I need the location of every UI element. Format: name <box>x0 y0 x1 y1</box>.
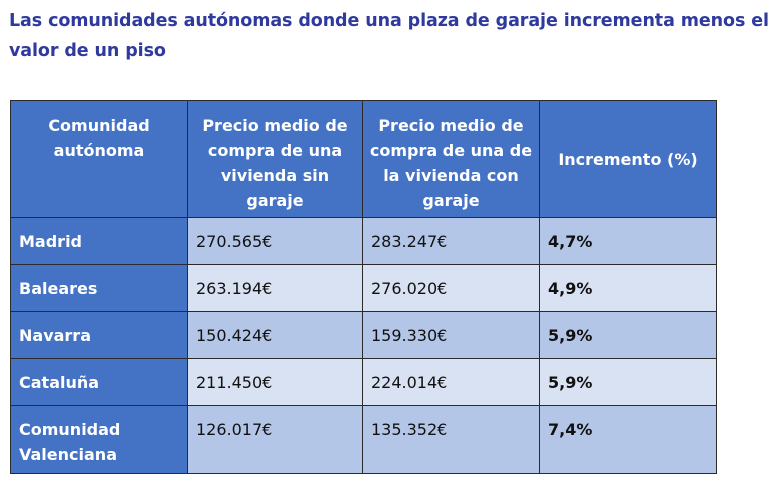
precio-sin-garaje-cell: 126.017€ <box>187 405 363 474</box>
table-row: Cataluña 211.450€ 224.014€ 5,9% <box>10 358 717 406</box>
region-cell: Cataluña <box>10 358 188 406</box>
region-cell: Baleares <box>10 264 188 312</box>
table-row: Madrid 270.565€ 283.247€ 4,7% <box>10 217 717 265</box>
incremento-cell: 5,9% <box>539 358 717 406</box>
precio-sin-garaje-cell: 270.565€ <box>187 217 363 265</box>
incremento-cell: 7,4% <box>539 405 717 474</box>
header-comunidad: Comunidad autónoma <box>10 100 188 218</box>
data-table: Comunidad autónoma Precio medio de compr… <box>10 100 717 474</box>
region-cell: Comunidad Valenciana <box>10 405 188 474</box>
precio-con-garaje-cell: 276.020€ <box>362 264 540 312</box>
incremento-cell: 4,9% <box>539 264 717 312</box>
region-cell: Navarra <box>10 311 188 359</box>
precio-sin-garaje-cell: 211.450€ <box>187 358 363 406</box>
precio-sin-garaje-cell: 263.194€ <box>187 264 363 312</box>
incremento-cell: 5,9% <box>539 311 717 359</box>
precio-con-garaje-cell: 283.247€ <box>362 217 540 265</box>
header-precio-sin-garaje: Precio medio de compra de una vivienda s… <box>187 100 363 218</box>
table-row: Navarra 150.424€ 159.330€ 5,9% <box>10 311 717 359</box>
header-row: Comunidad autónoma Precio medio de compr… <box>10 100 717 218</box>
precio-con-garaje-cell: 159.330€ <box>362 311 540 359</box>
header-precio-con-garaje: Precio medio de compra de una de la vivi… <box>362 100 540 218</box>
header-incremento: Incremento (%) <box>539 100 717 218</box>
precio-con-garaje-cell: 224.014€ <box>362 358 540 406</box>
incremento-cell: 4,7% <box>539 217 717 265</box>
precio-sin-garaje-cell: 150.424€ <box>187 311 363 359</box>
region-cell: Madrid <box>10 217 188 265</box>
precio-con-garaje-cell: 135.352€ <box>362 405 540 474</box>
page-title: Las comunidades autónomas donde una plaz… <box>9 11 769 61</box>
table-row: Baleares 263.194€ 276.020€ 4,9% <box>10 264 717 312</box>
table-row: Comunidad Valenciana 126.017€ 135.352€ 7… <box>10 405 717 474</box>
